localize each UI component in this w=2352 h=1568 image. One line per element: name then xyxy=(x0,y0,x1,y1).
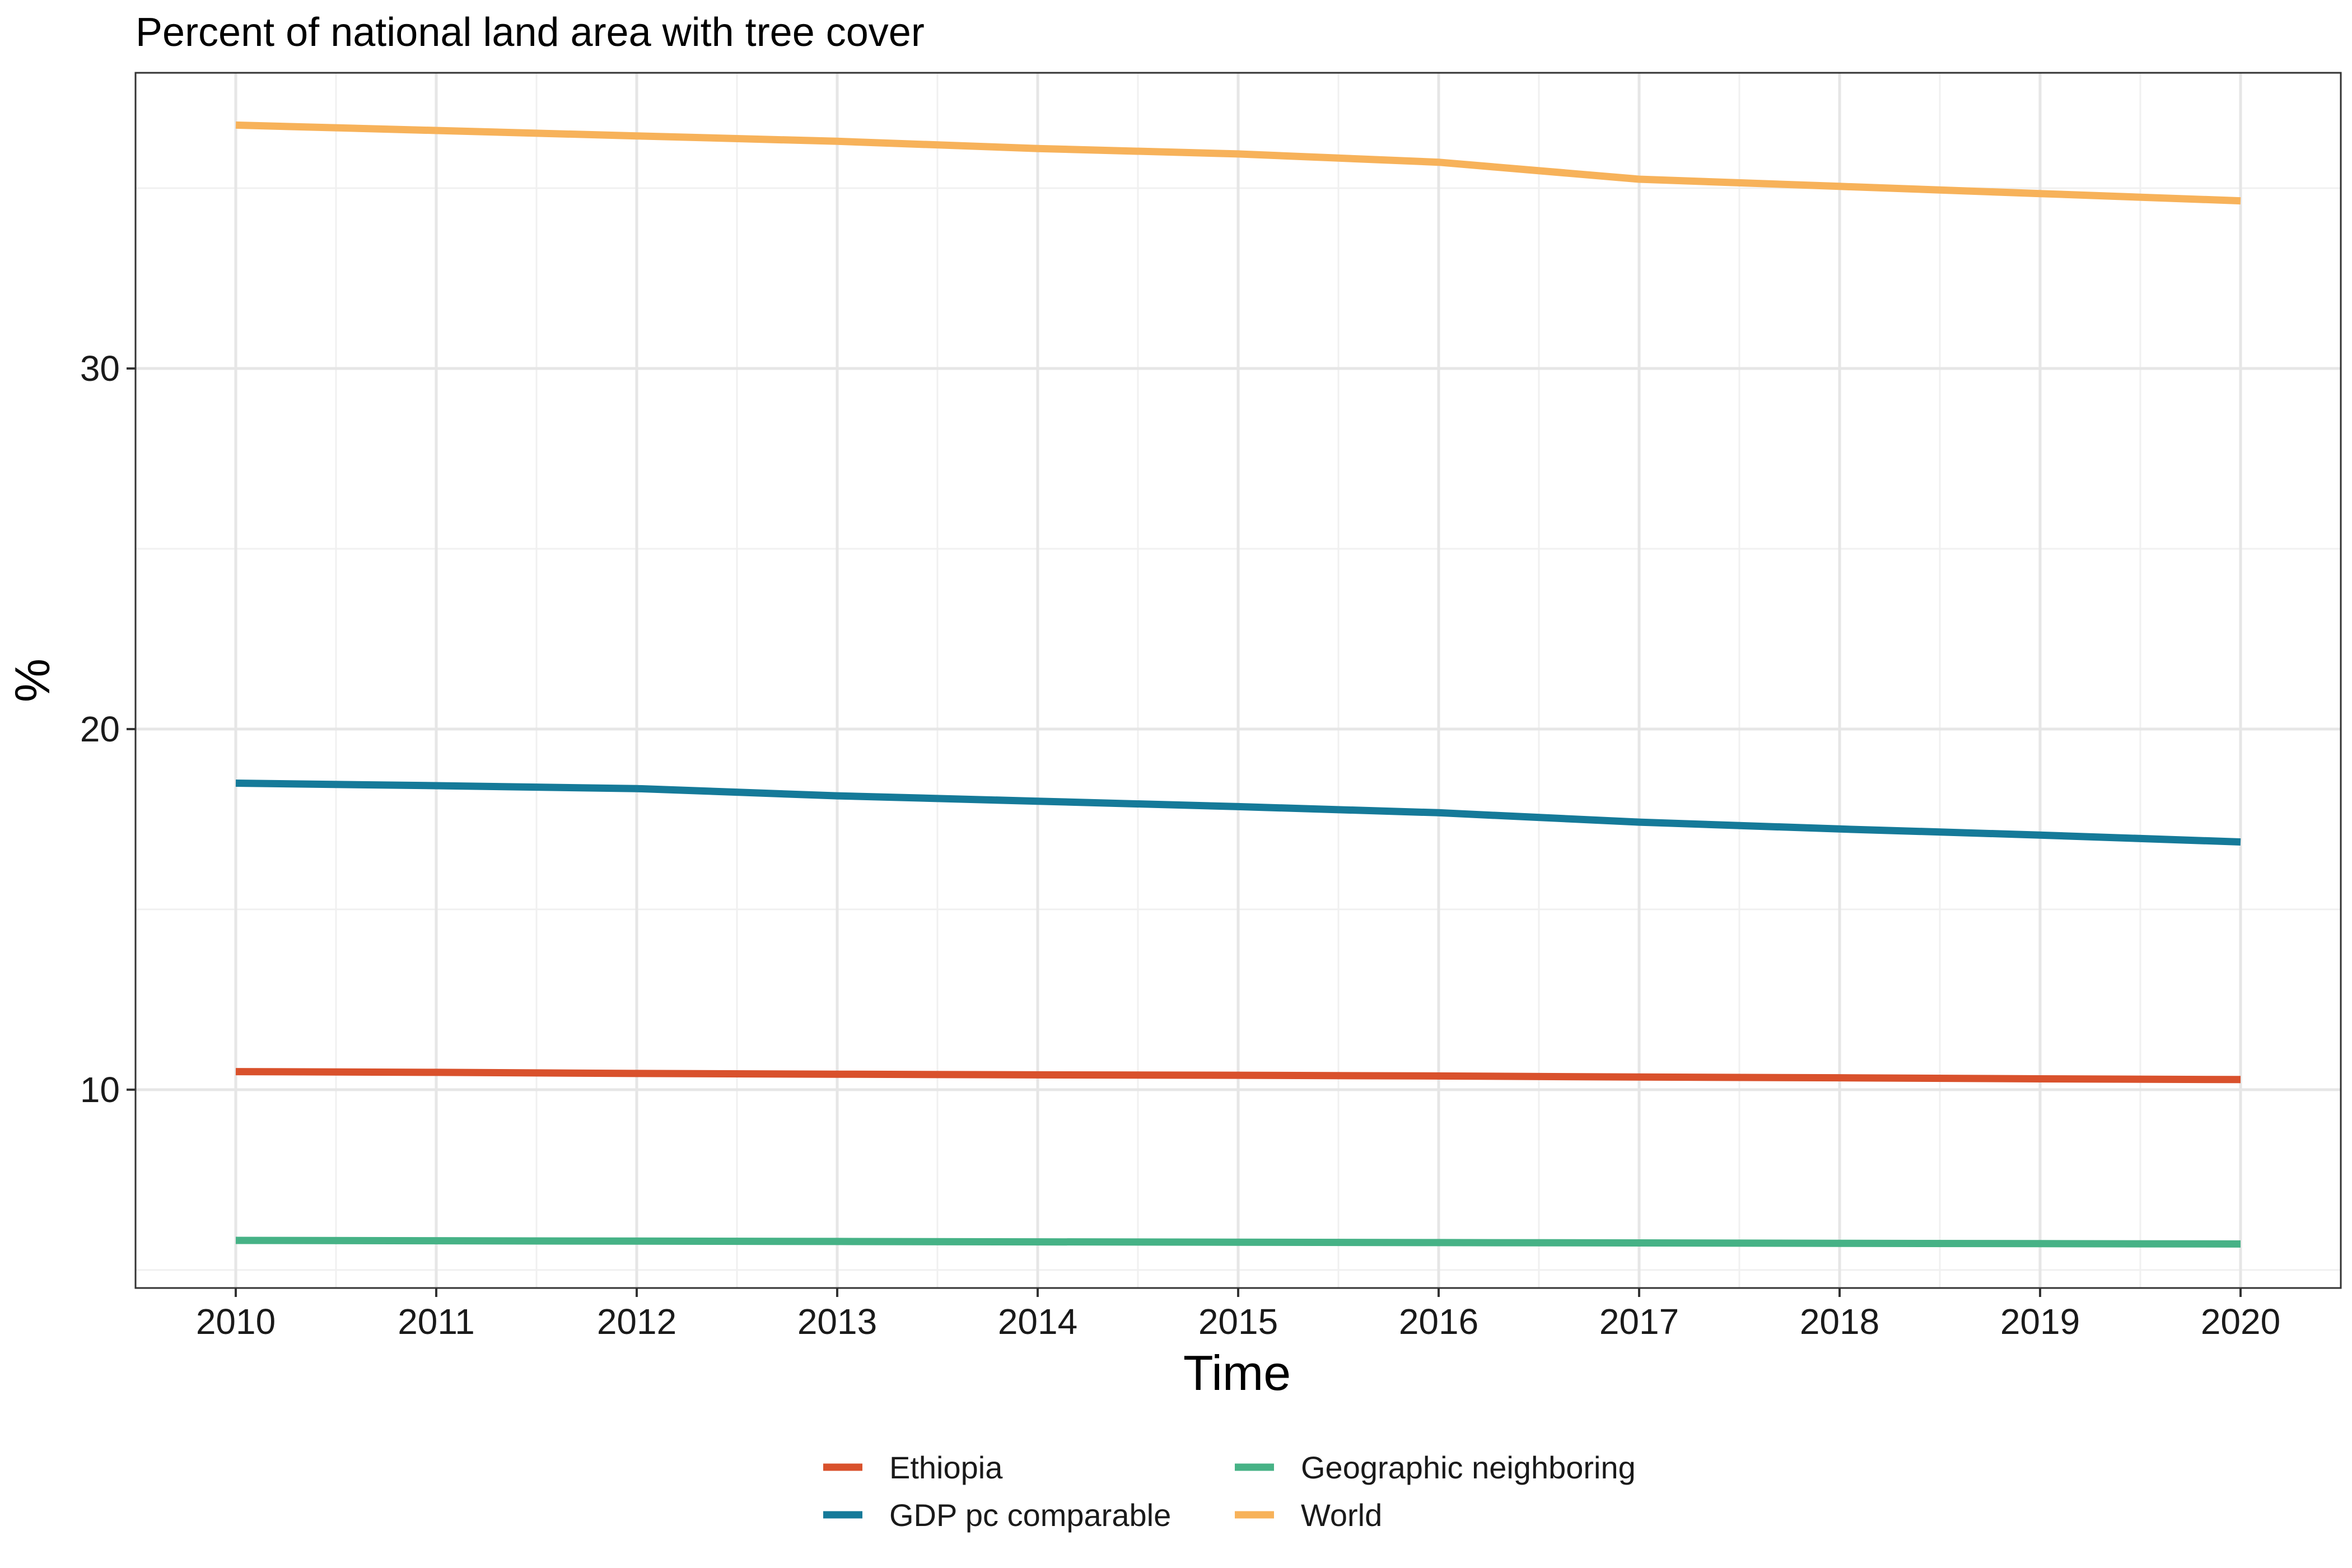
y-axis-title: % xyxy=(4,659,60,702)
series-line-ethiopia xyxy=(235,1068,2241,1084)
plot-panel xyxy=(134,72,2342,1289)
legend-label-gdp-pc-comparable: GDP pc comparable xyxy=(889,1497,1171,1533)
series-line-world xyxy=(235,121,2241,205)
x-tick-label: 2017 xyxy=(1599,1301,1679,1342)
legend-label-geographic-neighboring: Geographic neighboring xyxy=(1301,1450,1636,1485)
chart-title: Percent of national land area with tree … xyxy=(136,10,925,55)
x-tick-label: 2012 xyxy=(597,1301,676,1342)
legend-label-world: World xyxy=(1301,1497,1382,1533)
y-tick-label: 30 xyxy=(80,348,120,389)
x-tick-label: 2019 xyxy=(2000,1301,2080,1342)
x-tick-label: 2015 xyxy=(1198,1301,1278,1342)
y-tick-label: 10 xyxy=(80,1070,120,1110)
x-tick-label: 2013 xyxy=(797,1301,877,1342)
legend: Ethiopia GDP pc comparable Geographic neig… xyxy=(823,1450,1636,1533)
x-tick-label: 2010 xyxy=(196,1301,276,1342)
x-axis: 2010 2011 2012 2013 2014 2015 2016 2017 2018 2019… xyxy=(196,1288,2280,1342)
y-axis: 10 20 30 xyxy=(80,348,136,1110)
x-tick-label: 2011 xyxy=(398,1301,475,1342)
series-line-geographic-neighboring xyxy=(235,1236,2241,1248)
x-axis-title: Time xyxy=(1183,1345,1291,1401)
x-tick-label: 2018 xyxy=(1800,1301,1879,1342)
y-tick-label: 20 xyxy=(80,709,120,749)
x-tick-label: 2016 xyxy=(1399,1301,1478,1342)
x-tick-label: 2020 xyxy=(2201,1301,2280,1342)
x-tick-label: 2014 xyxy=(998,1301,1077,1342)
series-line-gdp-pc-comparable xyxy=(235,780,2241,846)
legend-label-ethiopia: Ethiopia xyxy=(889,1450,1003,1485)
